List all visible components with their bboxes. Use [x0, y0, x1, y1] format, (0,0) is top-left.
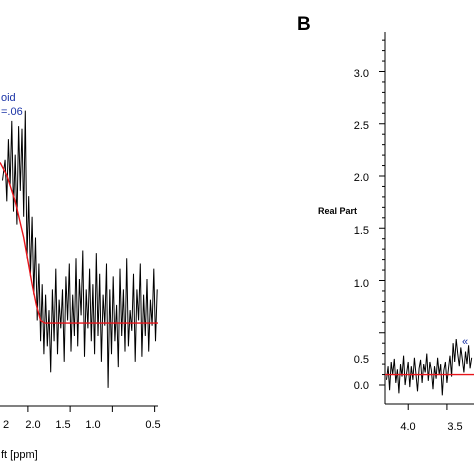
b-y-tick-label: 1.5: [354, 225, 369, 237]
left-annotation-label: oid: [1, 92, 16, 104]
left-x-tick-label: 1.5: [55, 419, 70, 431]
b-y-tick-label: 1.0: [354, 278, 369, 290]
b-y-tick-labels: 0.0 0.5 1.0 1.5 2.0 2.5 3.0: [354, 68, 369, 392]
b-y-tick-label: 0.0: [354, 380, 369, 392]
b-y-tick-label: 2.0: [354, 172, 369, 184]
left-x-axis-title: ft [ppm]: [1, 449, 38, 461]
left-x-tick-label: 2.0: [25, 419, 40, 431]
left-fit-series: [0, 162, 158, 324]
b-x-tick-label: 4.0: [400, 421, 415, 433]
left-spectrum-series: [2, 110, 158, 388]
b-y-axis-title: Real Part: [318, 206, 357, 216]
left-annotation-value: =.06: [1, 106, 23, 118]
left-x-tick-label: 1.0: [85, 419, 100, 431]
b-peak-marker: «: [462, 336, 468, 348]
left-panel: 2 2.0 1.5 1.0 0.5 ft [ppm] oid =.06: [0, 92, 161, 461]
b-y-ticks: [379, 39, 385, 386]
b-y-tick-label: 3.0: [354, 68, 369, 80]
left-x-tick-label: 0.5: [145, 419, 160, 431]
b-x-ticks: [407, 404, 448, 410]
left-x-tick-label: 2: [3, 419, 9, 431]
b-x-tick-labels: 4.0 3.5: [400, 421, 462, 433]
panel-label-b: B: [297, 14, 311, 35]
b-spectrum-series: [386, 338, 473, 396]
b-x-tick-label: 3.5: [447, 421, 462, 433]
panel-b: B 0.0 0.5 1.0 1.5 2.0 2.5 3.0 Real Part …: [297, 14, 474, 433]
left-x-ticks: [27, 406, 156, 412]
b-y-tick-label: 2.5: [354, 120, 369, 132]
b-y-tick-label: 0.5: [354, 354, 369, 366]
left-x-tick-labels: 2 2.0 1.5 1.0 0.5: [3, 419, 161, 431]
